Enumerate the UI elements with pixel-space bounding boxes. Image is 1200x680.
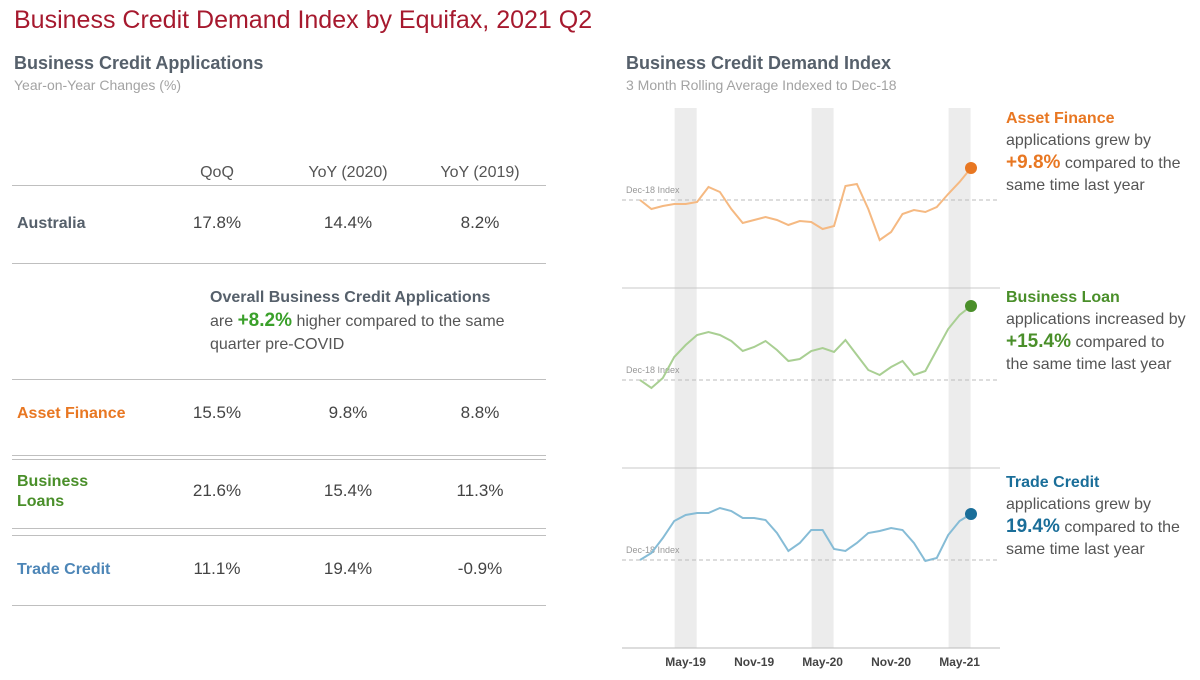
table-cell: 11.3% [456, 481, 504, 500]
page-title: Business Credit Demand Index by Equifax,… [14, 6, 593, 34]
x-tick-label: May-19 [665, 655, 706, 669]
divider [12, 455, 546, 456]
annotation-text: applications grew by [1006, 132, 1151, 149]
annotation-highlight: +15.4% [1006, 331, 1071, 352]
column-header: QoQ [200, 164, 234, 181]
reference-label: Dec-18 Index [626, 365, 680, 375]
annotation-title: Asset Finance [1006, 110, 1115, 127]
annotation-text: compared to the same time last year [1006, 519, 1180, 558]
annotation-title: Business Loan [1006, 289, 1120, 306]
x-tick-label: May-21 [939, 655, 980, 669]
end-marker [965, 162, 977, 174]
annotation: Asset Finance applications grew by +9.8% … [1006, 108, 1191, 197]
table-cell: 14.4% [323, 213, 373, 232]
chart-subtitle: 3 Month Rolling Average Indexed to Dec-1… [626, 77, 897, 93]
annotation-highlight: +9.8% [1006, 152, 1061, 173]
callout-text: higher compared to the same quarter pre-… [210, 313, 505, 353]
annotation-text: applications increased by [1006, 311, 1186, 328]
table-cell: 21.6% [192, 481, 242, 500]
x-tick-label: Nov-19 [734, 655, 774, 669]
highlight-band [811, 108, 834, 648]
end-marker [965, 508, 977, 520]
divider [12, 605, 546, 606]
chart-title: Business Credit Demand Index [626, 53, 892, 73]
row-label: Trade Credit [17, 561, 111, 578]
x-tick-label: Nov-20 [871, 655, 911, 669]
data-line [639, 506, 972, 563]
chart: May-19 Nov-19 May-20 Nov-20 May-21 Dec-18 Ind… [622, 108, 1000, 669]
column-header: YoY (2020) [308, 164, 388, 181]
annotation-text: compared to the same time last year [1006, 334, 1172, 373]
annotation-text: compared to the same time last year [1006, 155, 1181, 194]
table-cell: 11.1% [193, 559, 241, 578]
divider [12, 459, 546, 460]
table-cell: 9.8% [328, 403, 368, 422]
divider [12, 263, 546, 264]
annotation-title: Trade Credit [1006, 474, 1100, 491]
divider [12, 535, 546, 536]
table-cell: 8.2% [460, 213, 500, 232]
table-cell: 15.5% [192, 403, 242, 422]
table-cell: 15.4% [323, 481, 373, 500]
annotation-highlight: 19.4% [1006, 516, 1060, 537]
data-line [639, 305, 972, 390]
row-label: Business Loans [17, 473, 89, 510]
row-label: Australia [17, 215, 86, 232]
callout-highlight: +8.2% [237, 310, 292, 331]
divider [12, 528, 546, 529]
divider [12, 379, 546, 380]
divider [12, 185, 546, 186]
table-cell: 19.4% [323, 559, 373, 578]
highlight-band [674, 108, 697, 648]
data-line [639, 167, 972, 242]
table-cell: 8.8% [460, 403, 500, 422]
reference-label: Dec-18 Index [626, 185, 680, 195]
section-title: Business Credit Applications [14, 53, 264, 73]
section-subtitle: Year-on-Year Changes (%) [14, 77, 182, 93]
annotation: Trade Credit applications grew by 19.4% c… [1006, 472, 1191, 561]
table-cell: 17.8% [192, 213, 242, 232]
callout: Overall Business Credit Applications are… [210, 286, 530, 356]
table-cell: -0.9% [457, 559, 503, 578]
column-header: YoY (2019) [440, 164, 520, 181]
row-label: Asset Finance [17, 405, 126, 422]
annotation: Business Loan applications increased by +… [1006, 287, 1191, 376]
callout-title: Overall Business Credit Applications [210, 289, 491, 306]
annotation-text: applications grew by [1006, 496, 1151, 513]
end-marker [965, 300, 977, 312]
x-tick-label: May-20 [802, 655, 843, 669]
callout-text: are [210, 313, 234, 330]
